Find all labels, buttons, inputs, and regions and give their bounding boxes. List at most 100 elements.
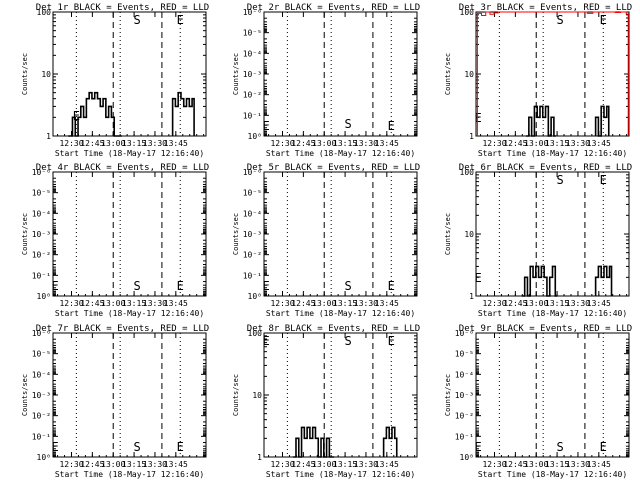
x-tick-label: 12:45 [503, 299, 527, 308]
x-axis-label: Start Time (18-May-17 12:16:40) [478, 470, 627, 479]
x-tick-label: 13:30 [566, 299, 590, 308]
x-tick-label: 13:30 [143, 460, 167, 469]
marker-e: E [51, 279, 58, 293]
x-tick-label: 13:30 [143, 139, 167, 148]
y-tick-label: 10⁻⁴ [243, 49, 262, 58]
plot-frame [475, 332, 630, 458]
y-tick-label: 10 [252, 391, 262, 400]
y-tick-label: 10⁻² [32, 251, 51, 260]
x-tick-label: 13:15 [333, 139, 357, 148]
y-tick-label: 10⁻⁴ [32, 370, 51, 379]
marker-s: S [557, 13, 564, 27]
x-tick-label: 12:45 [291, 299, 315, 308]
marker-s: S [134, 279, 141, 293]
y-tick-label: 100 [460, 8, 475, 17]
y-tick-label: 10⁻³ [455, 391, 474, 400]
x-tick-label: 12:30 [59, 460, 83, 469]
y-axis-label: Counts/sec [232, 374, 240, 416]
x-tick-label: 13:15 [545, 299, 569, 308]
x-axis-label: Start Time (18-May-17 12:16:40) [55, 309, 204, 318]
x-tick-label: 12:30 [270, 299, 294, 308]
x-tick-label: 13:45 [375, 460, 399, 469]
x-tick-label: 13:00 [101, 460, 125, 469]
series-line-1 [526, 105, 610, 137]
y-tick-label: 1 [257, 453, 262, 462]
y-tick-label: 10⁻¹ [32, 432, 51, 441]
x-tick-label: 12:30 [482, 139, 506, 148]
x-tick-label: 13:45 [375, 299, 399, 308]
marker-e: E [388, 119, 395, 133]
y-tick-label: 10⁻⁴ [243, 209, 262, 218]
plot-frame [263, 11, 418, 137]
y-tick-label: 10⁻⁶ [32, 168, 51, 177]
y-axis-label: Counts/sec [232, 213, 240, 255]
series-line-1 [521, 265, 613, 297]
panel-title: Det 6r BLACK = Events, RED = LLD [459, 163, 632, 173]
x-tick-label: 13:45 [164, 460, 188, 469]
marker-s: S [134, 13, 141, 27]
marker-e: E [177, 13, 184, 27]
y-tick-label: 10⁻² [32, 412, 51, 421]
x-tick-label: 13:15 [545, 139, 569, 148]
x-tick-label: 13:00 [312, 460, 336, 469]
x-tick-label: 13:30 [566, 460, 590, 469]
marker-s: S [134, 440, 141, 454]
y-tick-label: 10⁻⁵ [243, 189, 262, 198]
plot-frame [52, 171, 207, 297]
y-tick-label: 10 [464, 70, 474, 79]
marker-e: E [262, 119, 269, 133]
y-tick-label: 10⁻⁵ [243, 29, 262, 38]
x-tick-label: 13:15 [333, 299, 357, 308]
x-axis-label: Start Time (18-May-17 12:16:40) [55, 149, 204, 158]
x-tick-label: 13:00 [101, 299, 125, 308]
plot-frame [52, 332, 207, 458]
y-tick-label: 10⁻³ [32, 230, 51, 239]
y-tick-label: 10 [41, 70, 51, 79]
marker-e: E [177, 440, 184, 454]
y-tick-label: 10 [464, 230, 474, 239]
marker-s: S [557, 440, 564, 454]
marker-e: E [51, 440, 58, 454]
x-tick-label: 13:15 [122, 299, 146, 308]
marker-s: S [557, 173, 564, 187]
y-tick-label: 100 [37, 8, 52, 17]
x-tick-label: 13:30 [566, 139, 590, 148]
x-tick-label: 13:30 [143, 299, 167, 308]
x-tick-label: 13:45 [164, 139, 188, 148]
x-tick-label: 13:00 [524, 460, 548, 469]
y-tick-label: 10⁻⁴ [32, 209, 51, 218]
marker-e: E [474, 271, 481, 285]
y-tick-label: 10⁻⁵ [32, 350, 51, 359]
y-tick-label: 1 [469, 132, 474, 141]
panel-7: Det 7r BLACK = Events, RED = LLD 10⁰ 10⁻¹ 1… [21, 324, 209, 479]
y-tick-label: 10⁻⁶ [455, 329, 474, 338]
panel-title: Det 3r BLACK = Events, RED = LLD [459, 3, 632, 13]
x-tick-label: 12:45 [80, 460, 104, 469]
x-tick-label: 13:00 [312, 299, 336, 308]
marker-e: E [600, 13, 607, 27]
marker-e: E [388, 279, 395, 293]
series-line-2 [476, 11, 629, 136]
y-tick-label: 10⁻² [243, 251, 262, 260]
y-tick-label: 10⁻⁵ [455, 350, 474, 359]
marker-e: E [177, 279, 184, 293]
marker-s: S [345, 117, 352, 131]
y-tick-label: 10⁻⁶ [243, 168, 262, 177]
y-axis-label: Counts/sec [444, 53, 452, 95]
series-line-1 [68, 91, 195, 137]
y-tick-label: 100 [460, 168, 475, 177]
x-tick-label: 12:45 [291, 460, 315, 469]
marker-s: S [345, 279, 352, 293]
x-axis-label: Start Time (18-May-17 12:16:40) [266, 149, 415, 158]
x-tick-label: 13:15 [122, 139, 146, 148]
panel-title: Det 7r BLACK = Events, RED = LLD [36, 324, 209, 334]
x-tick-label: 13:45 [587, 299, 611, 308]
y-tick-label: 10⁻¹ [243, 271, 262, 280]
x-axis-label: Start Time (18-May-17 12:16:40) [55, 470, 204, 479]
x-tick-label: 13:00 [524, 139, 548, 148]
x-tick-label: 12:45 [503, 460, 527, 469]
panel-title: Det 8r BLACK = Events, RED = LLD [247, 324, 420, 334]
x-tick-label: 12:45 [80, 139, 104, 148]
y-tick-label: 1 [469, 292, 474, 301]
y-tick-label: 10⁰ [248, 132, 262, 141]
